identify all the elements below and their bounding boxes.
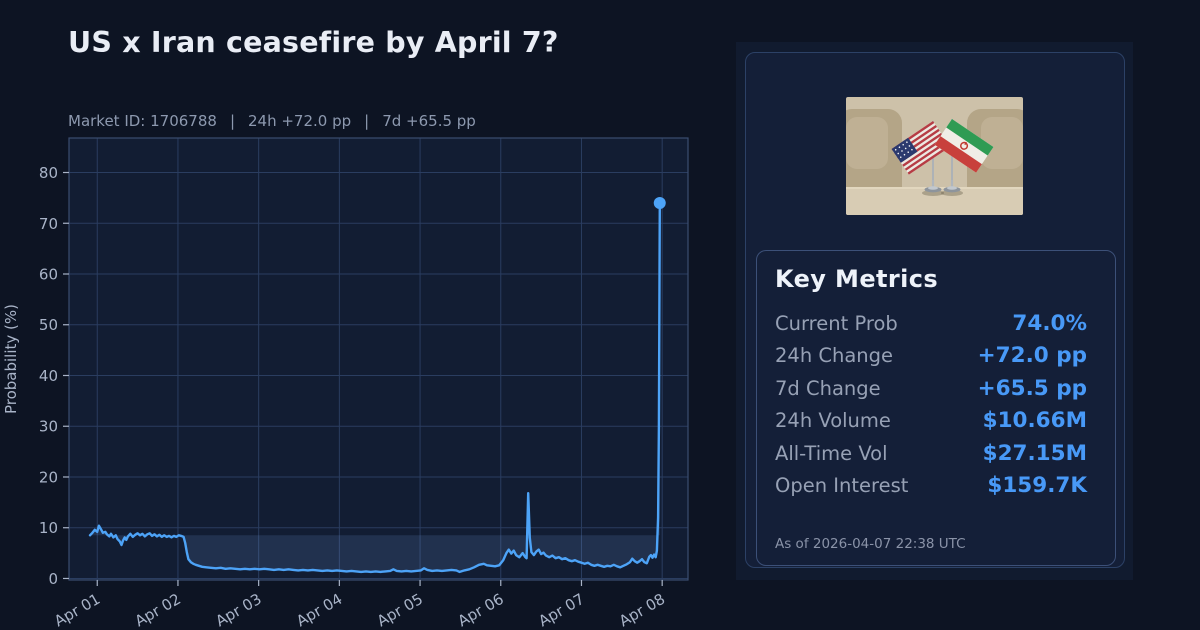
meta-separator: | <box>364 112 370 130</box>
metric-label: Open Interest <box>775 473 909 497</box>
probability-chart: 0 10 20 30 40 50 60 70 80 Apr 01 Apr 02 Apr 03 Apr 0… <box>2 137 689 630</box>
metric-value: 74.0% <box>1012 311 1087 336</box>
y-axis-label: Probability (%) <box>2 304 20 414</box>
metric-row-current-prob: Current Prob 74.0% <box>775 311 1087 343</box>
market-id: Market ID: 1706788 <box>68 112 217 130</box>
y-tick-label: 70 <box>39 215 58 233</box>
metrics-table: Current Prob 74.0% 24h Change +72.0 pp 7… <box>775 311 1087 505</box>
metric-label: Current Prob <box>775 312 898 335</box>
x-tick-label: Apr 01 <box>51 590 103 630</box>
y-tick-label: 40 <box>39 367 58 385</box>
plot-area <box>69 138 688 580</box>
plot-border <box>68 137 689 581</box>
meta-24h-change: 24h +72.0 pp <box>248 112 352 130</box>
key-metrics-card: Key Metrics Current Prob 74.0% 24h Chang… <box>756 250 1116 566</box>
metric-value: +65.5 pp <box>977 375 1087 401</box>
x-tick-label: Apr 03 <box>213 590 265 630</box>
metric-value: +72.0 pp <box>977 343 1087 369</box>
x-tick-label: Apr 08 <box>616 590 668 630</box>
metric-row-24h-change: 24h Change +72.0 pp <box>775 343 1087 375</box>
iran-flag-icon <box>934 118 994 173</box>
x-tick-label: Apr 07 <box>535 590 587 630</box>
y-tick-label: 80 <box>39 164 58 182</box>
y-tick-label: 20 <box>39 468 58 486</box>
metric-label: All-Time Vol <box>775 441 888 465</box>
metric-value: $27.15M <box>982 440 1087 466</box>
market-image <box>846 97 1023 215</box>
us-flag-icon <box>891 121 951 175</box>
metric-label: 7d Change <box>775 376 881 400</box>
last-point-marker <box>653 196 666 209</box>
market-meta: Market ID: 1706788 | 24h +72.0 pp | 7d +65.5… <box>68 112 476 130</box>
page-title: US x Iran ceasefire by April 7? <box>68 26 559 59</box>
left-armchair-cushion <box>846 117 888 169</box>
market-card-frame: Key Metrics Current Prob 74.0% 24h Chang… <box>745 52 1125 568</box>
right-armchair-cushion <box>981 117 1023 169</box>
meta-7d-change: 7d +65.5 pp <box>382 112 476 130</box>
x-tick-label: Apr 06 <box>455 590 507 630</box>
metric-value: $159.7K <box>987 472 1087 498</box>
metric-row-all-time-volume: All-Time Vol $27.15M <box>775 441 1087 473</box>
metric-row-24h-volume: 24h Volume $10.66M <box>775 408 1087 440</box>
metric-row-open-interest: Open Interest $159.7K <box>775 473 1087 505</box>
y-tick-label: 60 <box>39 266 58 284</box>
y-tick-label: 10 <box>39 519 58 537</box>
summary-panel: Key Metrics Current Prob 74.0% 24h Chang… <box>736 42 1133 580</box>
x-tick-label: Apr 02 <box>132 590 184 630</box>
metric-label: 24h Change <box>775 344 894 368</box>
metric-row-7d-change: 7d Change +65.5 pp <box>775 376 1087 408</box>
metrics-title: Key Metrics <box>775 265 939 293</box>
as-of-timestamp: As of 2026-04-07 22:38 UTC <box>775 536 966 552</box>
flag-stands <box>924 180 961 193</box>
probability-line <box>88 201 661 574</box>
metric-label: 24h Volume <box>775 409 891 433</box>
x-tick-label: Apr 05 <box>374 590 426 630</box>
x-tick-label: Apr 04 <box>293 590 345 630</box>
meta-separator: | <box>229 112 235 130</box>
y-tick-label: 50 <box>39 316 58 334</box>
y-tick-label: 0 <box>48 570 58 588</box>
y-tick-label: 30 <box>39 418 58 436</box>
metric-value: $10.66M <box>982 408 1087 434</box>
